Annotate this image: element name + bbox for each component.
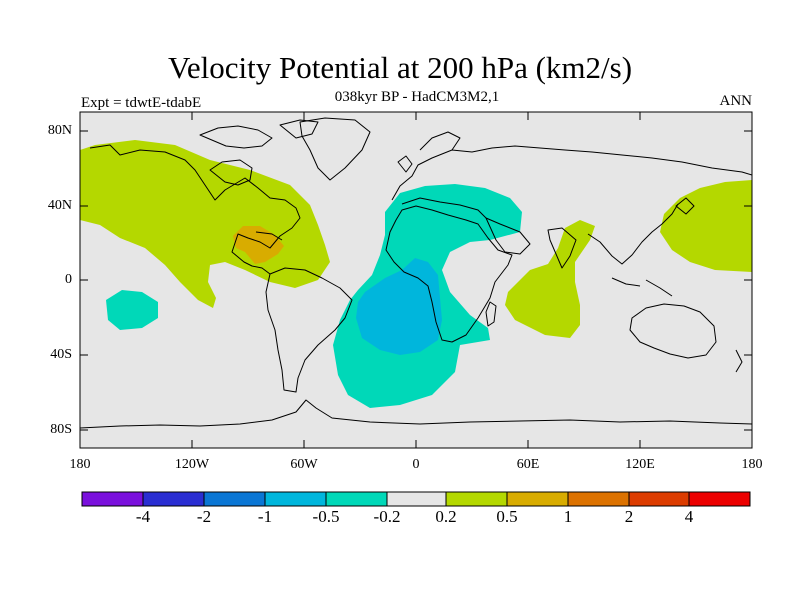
- british-isles-coastline: [397, 155, 413, 173]
- lat-label-0: 0: [65, 272, 72, 287]
- lon-label-180-west: 180: [69, 457, 91, 472]
- colorbar-box-6: [387, 492, 446, 506]
- western-pacific-positive-region: [660, 180, 752, 272]
- colorbar-box-7: [446, 492, 507, 506]
- lon-label-0: 0: [412, 457, 420, 472]
- colorbar-box-3: [204, 492, 265, 506]
- southeast-asia-coastline: [587, 203, 679, 265]
- arctic-islands-coastline: [199, 119, 319, 149]
- africa-coastline: [385, 205, 513, 343]
- colorbar-box-9: [568, 492, 629, 506]
- colorbar-box-10: [629, 492, 689, 506]
- antarctica-coastline: [80, 399, 752, 429]
- lon-label-60e: 60E: [516, 457, 540, 472]
- north-america-coastline: [89, 144, 301, 275]
- eurasia-coastline: [391, 145, 752, 201]
- colorbar-box-8: [507, 492, 568, 506]
- mediterranean-coastline: [401, 197, 487, 219]
- madagascar-coastline: [485, 301, 497, 327]
- colorbar-label-minus-2: -2: [196, 507, 212, 526]
- cuba-coastline: [255, 231, 283, 241]
- colorbar-label-0-5: 0.5: [496, 507, 518, 526]
- colorbar-box-4: [265, 492, 326, 506]
- season-label: ANN: [719, 93, 753, 109]
- colorbar: [81, 491, 751, 507]
- colorbar-box-2: [143, 492, 204, 506]
- indonesia-coastline: [611, 277, 673, 297]
- caribbean-strong-positive-region: [233, 226, 284, 264]
- coastlines: [80, 117, 752, 429]
- colorbar-box-1: [82, 492, 143, 506]
- arabia-coastline: [485, 217, 531, 255]
- colorbar-label-2: 2: [624, 507, 634, 526]
- chart-title: Velocity Potential at 200 hPa (km2/s): [167, 50, 633, 85]
- south-america-coastline: [265, 267, 353, 393]
- scandinavia-coastline: [419, 131, 461, 151]
- chart-subtitle: 038kyr BP - HadCM3M2,1: [334, 89, 500, 105]
- contour-regions: [80, 140, 752, 408]
- colorbar-label-minus-0-5: -0.5: [312, 507, 340, 526]
- colorbar-label-0-2: 0.2: [435, 507, 457, 526]
- lon-label-180-east: 180: [741, 457, 763, 472]
- axis-ticks: [80, 112, 752, 448]
- colorbar-box-5: [326, 492, 387, 506]
- lon-label-120e: 120E: [625, 457, 655, 472]
- colorbar-label-1: 1: [563, 507, 573, 526]
- colorbar-label-4: 4: [684, 507, 694, 526]
- colorbar-label-minus-1: -1: [257, 507, 273, 526]
- japan-coastline: [675, 197, 695, 215]
- lat-label-80n: 80N: [47, 123, 72, 138]
- north-america-positive-region: [80, 140, 330, 308]
- lon-label-120w: 120W: [174, 457, 210, 472]
- colorbar-box-11: [689, 492, 750, 506]
- lat-label-40n: 40N: [47, 198, 72, 213]
- new-zealand-coastline: [735, 349, 743, 373]
- south-atlantic-strong-negative-region: [356, 258, 442, 355]
- hudson-bay-coastline: [209, 159, 253, 186]
- lat-label-40s: 40S: [50, 347, 72, 362]
- india-coastline: [547, 227, 577, 269]
- experiment-label: Expt = tdwtE-tdabE: [81, 95, 202, 111]
- colorbar-label-minus-4: -4: [135, 507, 151, 526]
- pacific-negative-region: [106, 290, 158, 330]
- greenland-coastline: [299, 117, 371, 181]
- colorbar-frame: [81, 491, 751, 507]
- lat-label-80s: 80S: [50, 422, 72, 437]
- colorbar-label-minus-0-2: -0.2: [373, 507, 401, 526]
- australia-coastline: [629, 303, 717, 359]
- lon-label-60w: 60W: [290, 457, 318, 472]
